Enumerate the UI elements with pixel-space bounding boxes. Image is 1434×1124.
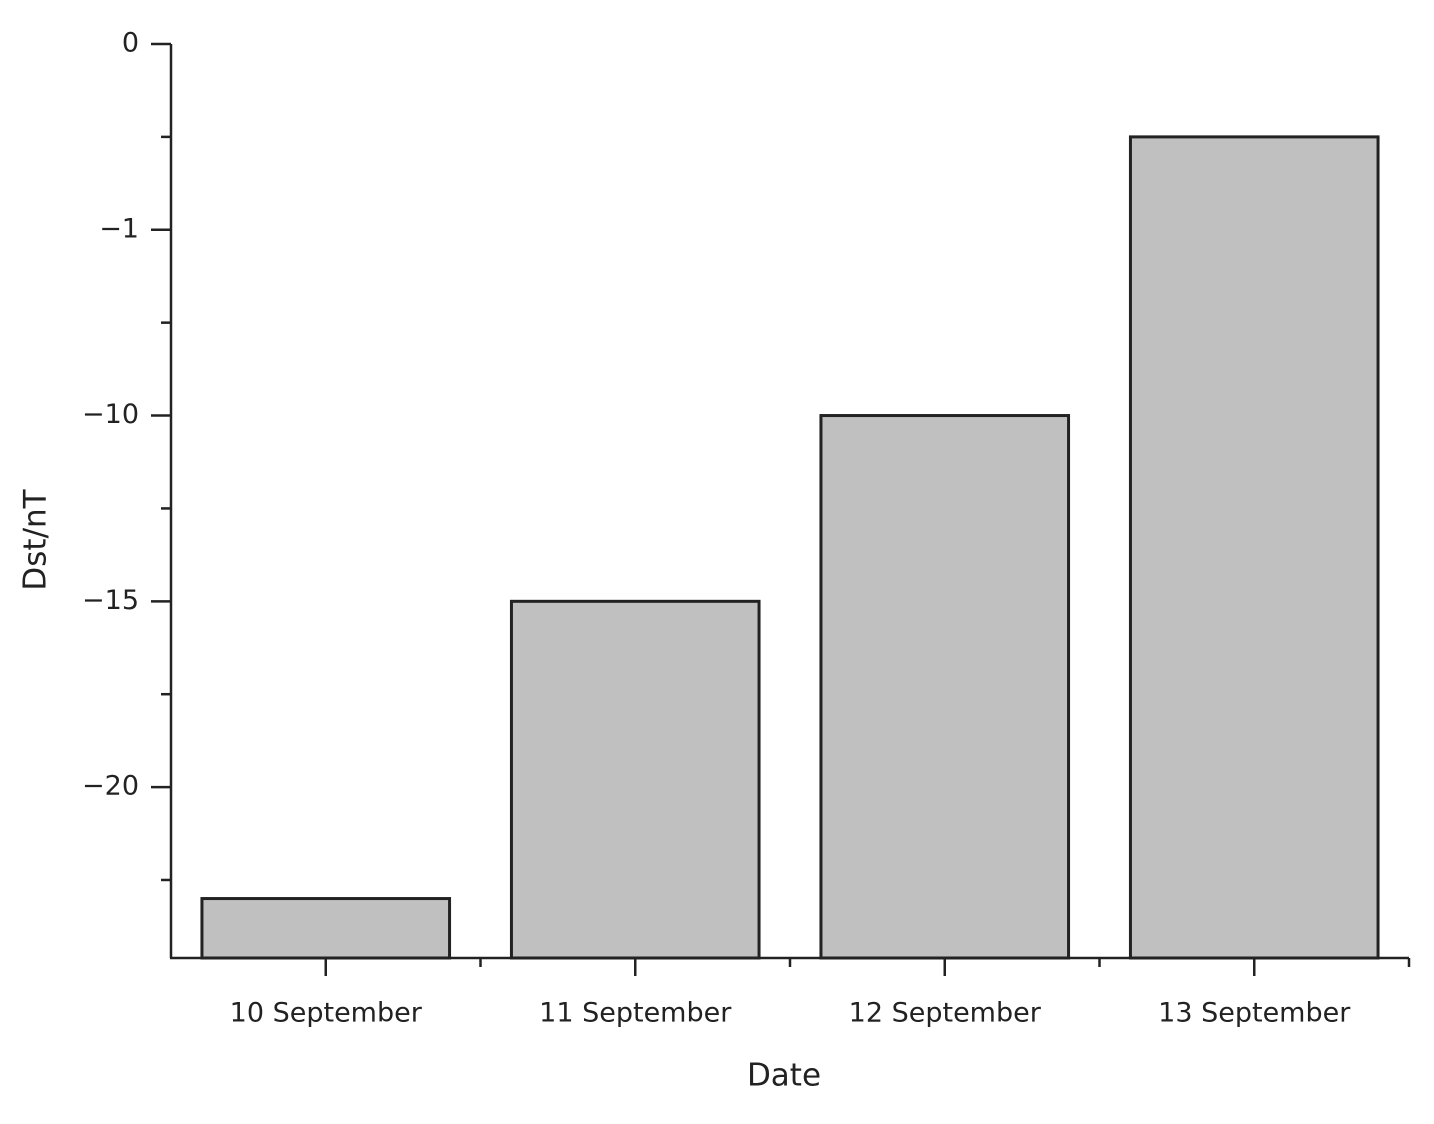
bar [819,414,1071,960]
x-tick-label: 11 September [539,998,732,1029]
y-axis-title: Dst/nT [18,488,54,590]
bar [200,897,452,960]
x-tick-label: 10 September [230,998,423,1029]
bar [1128,135,1380,960]
y-tick-label: −1 [99,213,139,244]
x-tick-label: 12 September [849,998,1042,1029]
y-tick-label: −20 [82,771,139,802]
y-tick-label: 0 [122,28,139,59]
y-tick-label: −15 [82,585,139,616]
bar [509,599,761,960]
y-tick-label: −10 [82,399,139,430]
x-axis-title: Date [747,1058,821,1094]
x-tick-label: 13 September [1158,998,1351,1029]
